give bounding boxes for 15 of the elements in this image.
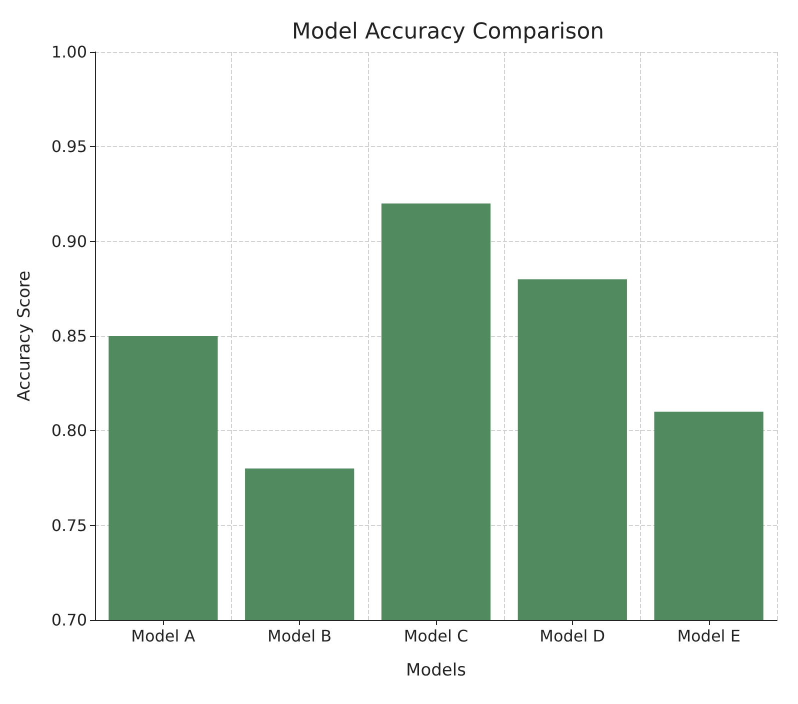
x-tick-label: Model C bbox=[404, 626, 468, 646]
chart-title: Model Accuracy Comparison bbox=[292, 20, 604, 44]
x-tick-label: Model A bbox=[131, 626, 196, 646]
y-tick-label: 0.85 bbox=[51, 326, 87, 346]
y-tick-label: 0.95 bbox=[51, 137, 87, 156]
y-tick-label: 0.70 bbox=[51, 610, 87, 630]
y-tick-label: 0.80 bbox=[51, 421, 87, 440]
x-tick-label: Model B bbox=[268, 626, 332, 646]
x-tick-label: Model E bbox=[677, 626, 740, 646]
y-tick-label: 1.00 bbox=[51, 42, 87, 62]
x-tick-label: Model D bbox=[540, 626, 606, 646]
x-axis-title: Models bbox=[406, 660, 466, 680]
y-tick-label: 0.75 bbox=[51, 516, 87, 535]
y-tick-label: 0.90 bbox=[51, 232, 87, 251]
y-axis-title: Accuracy Score bbox=[14, 270, 34, 402]
